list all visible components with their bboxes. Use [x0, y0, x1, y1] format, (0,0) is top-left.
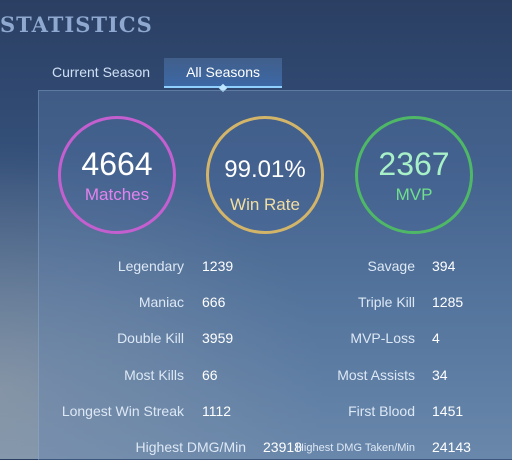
win-rate-circle: 99.01% Win Rate: [206, 116, 324, 234]
stat-value: 4: [432, 330, 440, 346]
stat-row: Longest Win Streak 1112 First Blood 1451: [0, 403, 512, 423]
mvp-label: MVP: [395, 185, 433, 204]
stat-label: Highest DMG/Min: [135, 439, 246, 455]
mvp-value: 2367: [378, 146, 450, 182]
stat-label: Maniac: [138, 294, 184, 310]
stat-row: Maniac 666 Triple Kill 1285: [0, 294, 512, 314]
stat-label: First Blood: [348, 403, 415, 419]
stat-value: 34: [432, 367, 448, 383]
stat-value: 3959: [202, 330, 234, 346]
stat-label: Legendary: [117, 258, 184, 274]
stat-label: Highest DMG Taken/Min: [295, 442, 415, 454]
stat-label: Double Kill: [117, 330, 184, 346]
stat-value: 1451: [432, 403, 464, 419]
stat-label: Triple Kill: [357, 294, 415, 310]
season-tabs: Current Season All Seasons: [38, 58, 282, 88]
stat-row: Legendary 1239 Savage 394: [0, 258, 512, 278]
matches-label: Matches: [84, 185, 150, 204]
stat-row: Most Kills 66 Most Assists 34: [0, 367, 512, 387]
tab-current-season[interactable]: Current Season: [52, 64, 151, 80]
stat-label: Most Kills: [124, 367, 184, 383]
tab-all-seasons[interactable]: All Seasons: [164, 58, 282, 88]
stat-value: 394: [432, 258, 456, 274]
page-title: STATISTICS: [0, 12, 153, 37]
stat-value: 66: [202, 367, 218, 383]
matches-circle: 4664 Matches: [58, 116, 176, 234]
stat-value: 1285: [432, 294, 464, 310]
stat-value: 666: [202, 294, 226, 310]
stat-label: Most Assists: [337, 367, 415, 383]
stat-label: MVP-Loss: [350, 330, 415, 346]
stat-value: 1239: [202, 258, 234, 274]
stat-value: 24143: [432, 439, 471, 455]
matches-value: 4664: [81, 146, 153, 182]
stat-row: Highest DMG/Min 23918 Highest DMG Taken/…: [0, 439, 512, 459]
stat-value: 1112: [202, 403, 232, 419]
stat-label: Savage: [367, 258, 415, 274]
stat-row: Double Kill 3959 MVP-Loss 4: [0, 330, 512, 350]
win-rate-label: Win Rate: [230, 195, 300, 214]
stat-label: Longest Win Streak: [61, 403, 184, 419]
win-rate-value: 99.01%: [224, 156, 306, 183]
mvp-circle: 2367 MVP: [355, 116, 473, 234]
stat-value: 23918: [263, 439, 302, 455]
